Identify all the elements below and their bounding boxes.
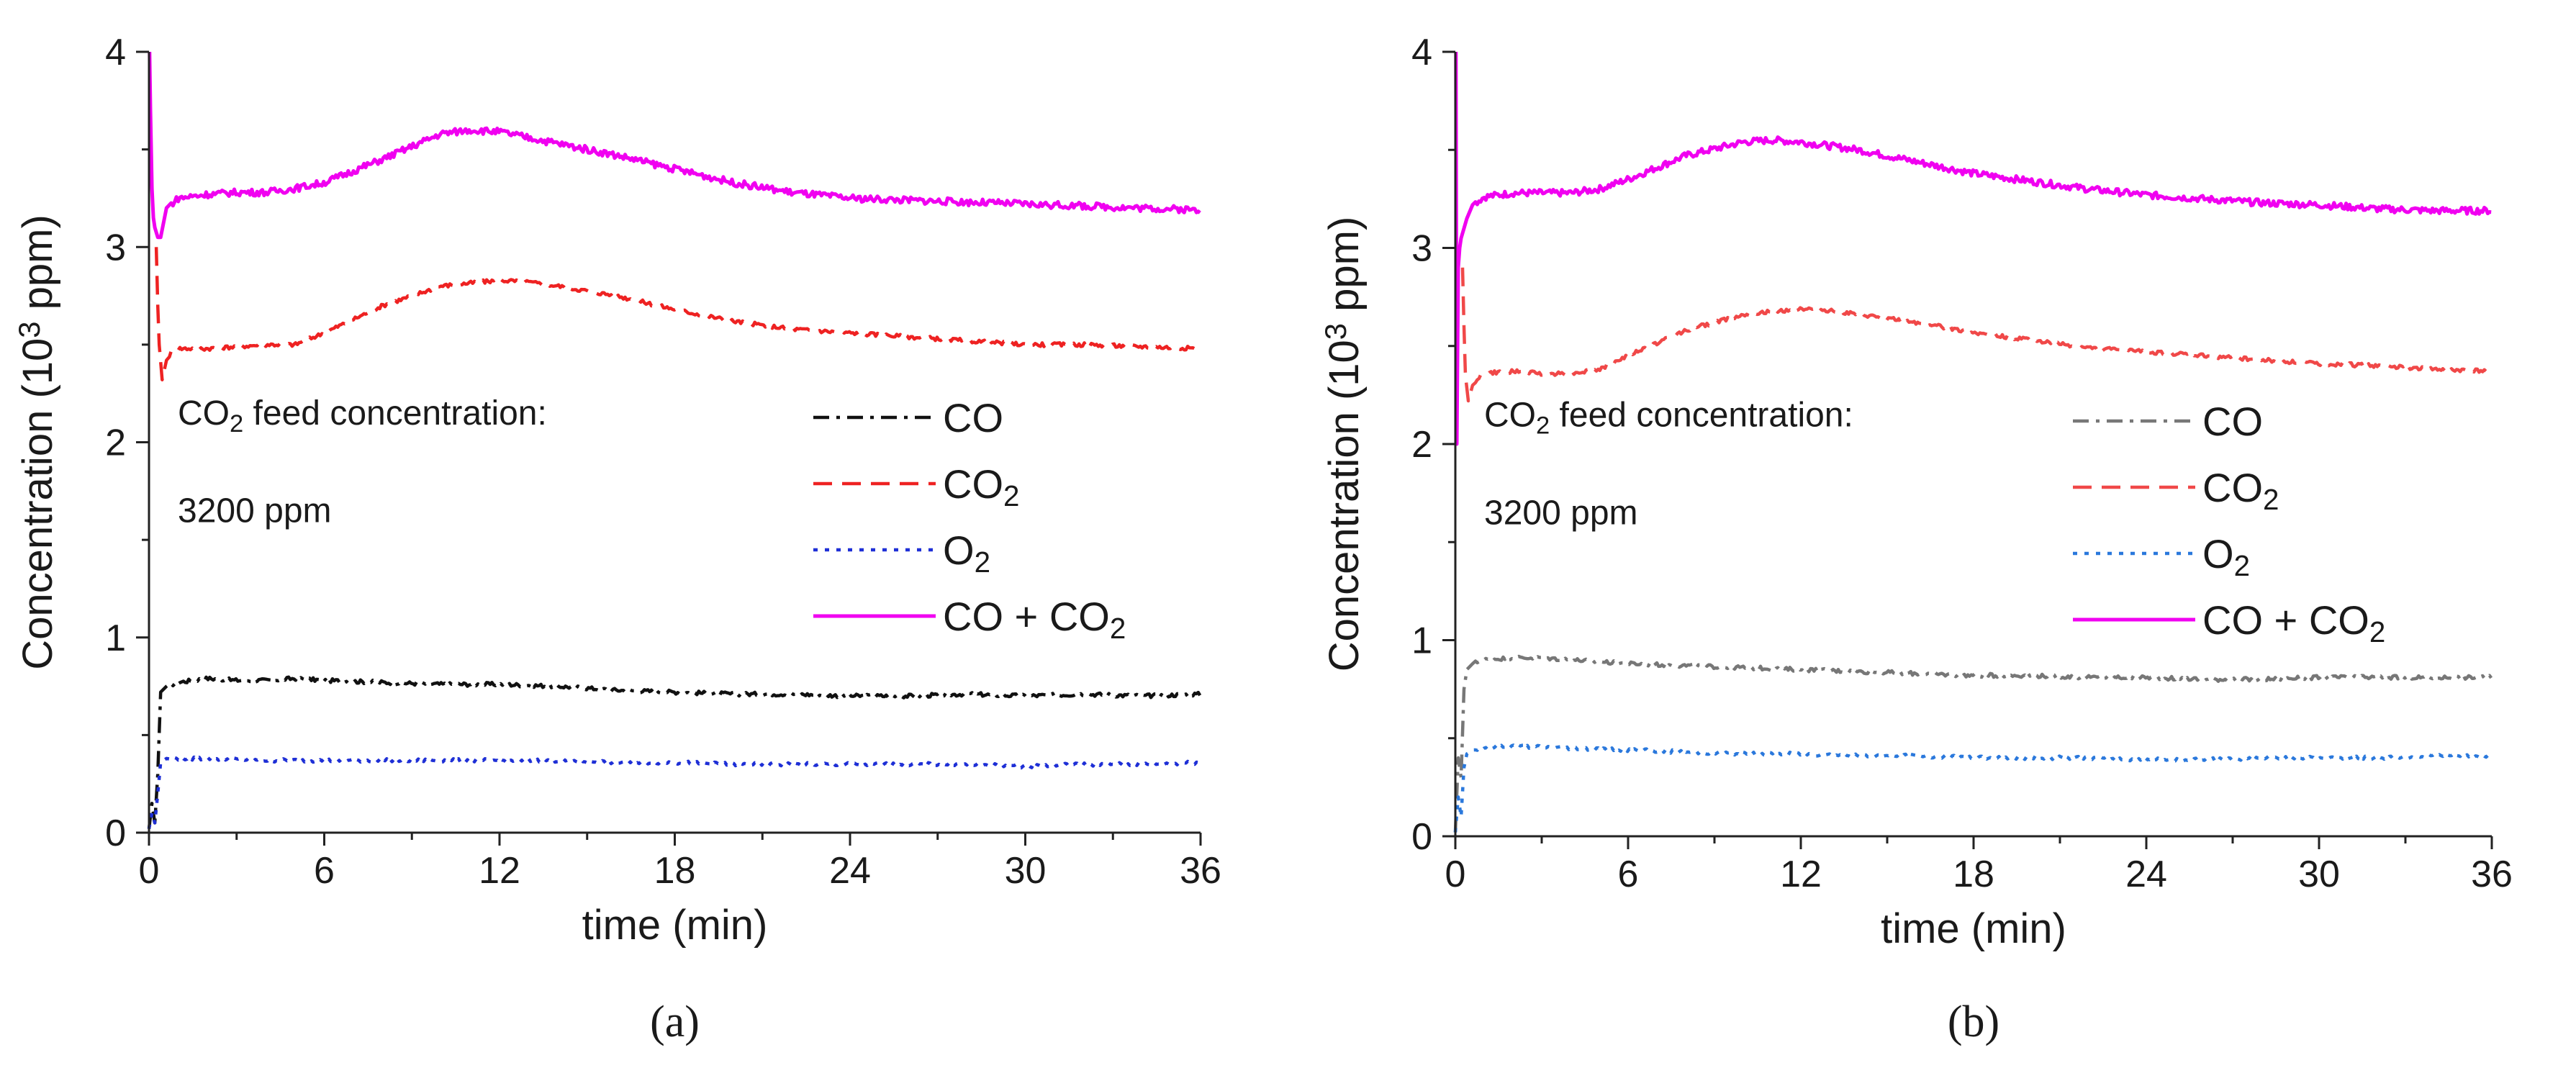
chart-1-legend-label-2: O2 [2202,531,2250,582]
chart-1-panel-label: (b) [1948,997,1999,1046]
chart-1-x-tick-label: 18 [1953,854,1994,895]
chart-0-series-co-line [147,675,1202,829]
chart-1-series-o2-line [1453,743,2492,833]
chart-1-annotation-line2: 3200 ppm [1484,494,1638,533]
chart-1-y-tick-label: 0 [1411,816,1432,858]
chart-panel-b: 0 6 12 18 24 30 36 0 1 2 3 4 time (min) Concentration… [1288,0,2576,1068]
chart-0-series-o2-line [147,755,1201,830]
chart-1-series-co-co2-line [1454,51,2492,446]
chart-0-x-axis-title: time (min) [582,902,768,949]
chart-0-x-tick-label: 12 [479,850,520,892]
chart-1-x-axis-title: time (min) [1881,905,2066,952]
chart-1-y-axis-title: Concentration (103 ppm) [1319,217,1368,672]
chart-0-y-axis-title: Concentration (103 ppm) [12,214,61,670]
chart-1-y-tick-label: 1 [1411,620,1432,662]
chart-0-x-tick-label: 36 [1180,850,1221,892]
chart-1-legend-label-3: CO + CO2 [2202,597,2385,648]
chart-0-series-co2-line [154,247,1201,381]
chart-0-y-tick-label: 1 [105,617,126,659]
chart-1-x-tick-label: 36 [2471,854,2513,895]
chart-0-x-tick-label: 24 [829,850,871,892]
chart-1-y-tick-label: 3 [1411,228,1432,270]
chart-1-x-tick-label: 6 [1618,854,1639,895]
chart-0-y-tick-label: 4 [105,32,126,73]
chart-1-annotation-line1: CO2 feed concentration: [1484,396,1853,439]
chart-1-x-tick-label: 24 [2125,854,2167,895]
chart-1-x-tick-label: 0 [1445,854,1466,895]
chart-1-x-tick-label: 30 [2298,854,2340,895]
chart-0-legend-label-1: CO2 [943,461,1019,512]
chart-1-series-co2-line [1460,267,2493,403]
chart-0-y-tick-label: 3 [105,227,126,268]
chart-1-y-tick-label: 4 [1411,32,1432,73]
chart-0-panel-label: (a) [650,997,700,1046]
chart-0-annotation-line1: CO2 feed concentration: [178,394,547,438]
chart-0-x-tick-label: 30 [1005,850,1047,892]
chart-0-legend-label-3: CO + CO2 [943,594,1126,645]
chart-0-x-tick-label: 18 [654,850,696,892]
chart-0-annotation-line2: 3200 ppm [178,492,332,530]
chart-1-legend-label-0: CO [2202,399,2263,444]
chart-0-legend-label-0: CO [943,395,1003,440]
chart-0-y-tick-label: 0 [105,813,126,854]
chart-0-series-co-co2-line [148,51,1201,240]
chart-0-x-tick-label: 0 [139,850,160,892]
chart-panel-a: 0 6 12 18 24 30 36 0 1 2 3 4 time (min) Concentration… [12,32,1221,1046]
chart-1-y-tick-label: 2 [1411,424,1432,466]
chart-1-series-co-line [1453,654,2493,833]
chart-0-legend-label-2: O2 [943,528,990,579]
chart-0-y-tick-label: 2 [105,422,126,464]
chart-1-legend-label-1: CO2 [2202,465,2279,516]
chart-1-x-tick-label: 12 [1780,854,1822,895]
chart-0-x-tick-label: 6 [314,850,335,892]
